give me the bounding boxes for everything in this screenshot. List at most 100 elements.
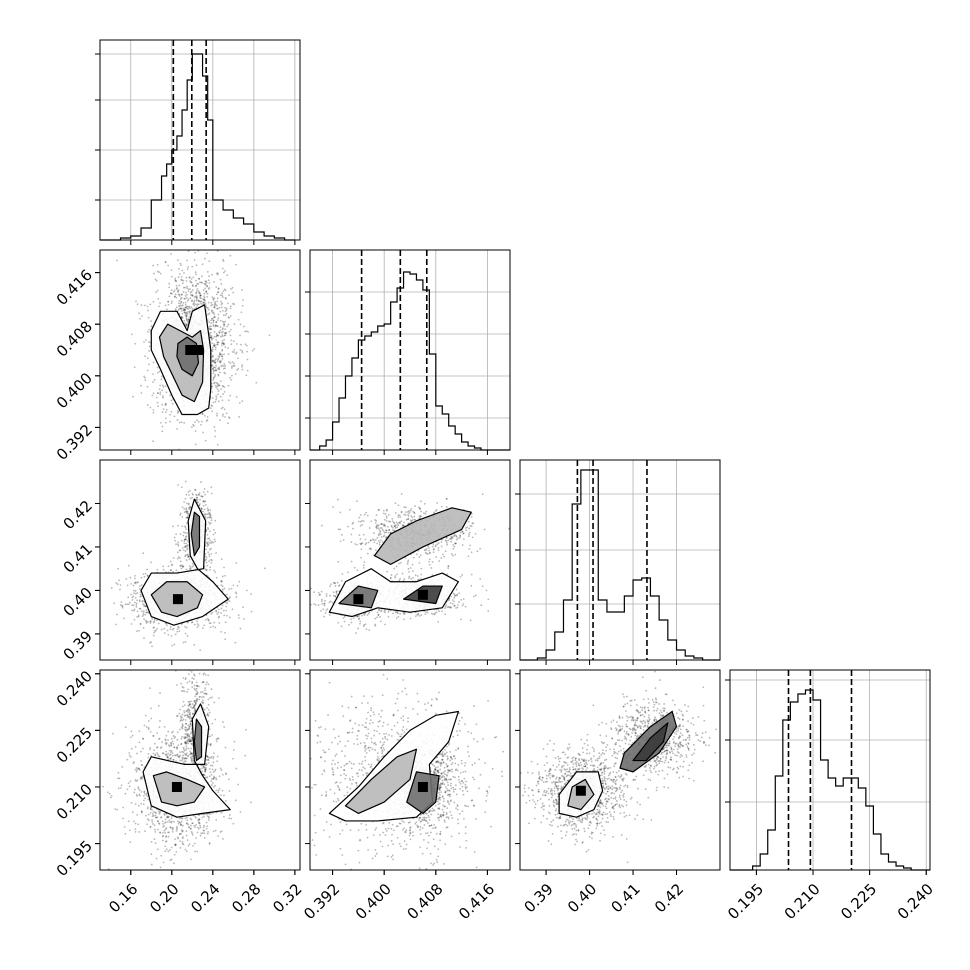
scatter-panel-0-2: 0.390.400.410.42 [60, 459, 301, 665]
sample-point [187, 555, 190, 557]
sample-point [193, 300, 195, 303]
sample-point [221, 341, 224, 344]
sample-point [169, 826, 172, 828]
sample-point [165, 754, 168, 757]
sample-point [204, 515, 207, 518]
sample-point [147, 611, 149, 614]
sample-point [227, 353, 230, 355]
sample-point [220, 300, 222, 303]
sample-point [183, 308, 186, 311]
sample-point [131, 604, 134, 606]
sample-point [189, 756, 192, 759]
sample-point [204, 303, 207, 305]
sample-point [178, 549, 181, 552]
sample-point [127, 596, 130, 599]
sample-point [213, 331, 216, 333]
sample-point [199, 294, 202, 297]
sample-point [178, 305, 180, 307]
sample-point [124, 792, 127, 795]
sample-point [195, 290, 198, 292]
sample-point [211, 611, 214, 614]
sample-point [149, 642, 151, 644]
sample-point [194, 702, 197, 705]
sample-point [188, 311, 191, 314]
sample-point [132, 604, 135, 607]
sample-point [137, 767, 139, 770]
sample-point [165, 848, 168, 851]
sample-point [229, 362, 232, 364]
sample-point [211, 360, 214, 363]
sample-point [185, 559, 188, 562]
sample-point [198, 668, 200, 670]
sample-point [134, 582, 136, 585]
sample-point [200, 300, 203, 302]
sample-point [184, 305, 187, 308]
sample-point [156, 366, 159, 369]
sample-point [209, 515, 212, 518]
sample-point [184, 538, 187, 541]
sample-point [181, 713, 184, 716]
sample-point [220, 306, 223, 309]
sample-point [221, 456, 223, 458]
sample-point [220, 407, 223, 410]
sample-point [241, 351, 244, 354]
sample-point [182, 565, 185, 568]
x-tick-label: 0.210 [781, 880, 824, 923]
sample-point [219, 794, 222, 797]
sample-point [166, 821, 169, 823]
sample-point [181, 316, 183, 319]
sample-point [166, 816, 169, 819]
sample-point [181, 759, 183, 762]
sample-point [203, 774, 206, 777]
sample-point [224, 638, 227, 641]
sample-point [180, 293, 183, 296]
sample-point [211, 782, 214, 784]
sample-point [221, 267, 224, 270]
sample-point [193, 705, 196, 707]
sample-point [188, 680, 191, 683]
sample-point [215, 335, 218, 338]
y-tick-label: 0.41 [60, 540, 96, 576]
sample-point [192, 493, 194, 496]
sample-point [203, 301, 205, 304]
sample-point [219, 419, 221, 422]
sample-point [208, 325, 211, 328]
sample-point [184, 525, 187, 528]
sample-point [182, 762, 185, 764]
sample-point [184, 311, 187, 314]
x-tick-label: 0.240 [894, 880, 937, 923]
sample-point [162, 501, 164, 503]
sample-point [174, 735, 176, 738]
sample-point [175, 306, 178, 309]
sample-point [136, 303, 139, 306]
sample-point [150, 717, 153, 720]
sample-point [179, 840, 181, 842]
sample-point [235, 352, 237, 355]
sample-point [240, 311, 243, 314]
sample-point [217, 317, 220, 319]
sample-point [189, 724, 192, 726]
sample-point [215, 321, 218, 323]
sample-point [205, 569, 208, 572]
sample-point [189, 291, 192, 294]
sample-point [142, 737, 144, 740]
sample-point [181, 830, 184, 833]
sample-point [219, 353, 221, 356]
sample-point [135, 603, 138, 606]
sample-point [213, 306, 216, 309]
sample-point [178, 421, 181, 424]
sample-point [164, 404, 167, 407]
sample-point [170, 737, 173, 740]
sample-point [136, 630, 138, 633]
sample-point [162, 395, 164, 398]
sample-point [176, 747, 178, 750]
sample-point [211, 722, 214, 725]
sample-point [162, 825, 164, 828]
sample-point [219, 294, 222, 296]
sample-point [213, 366, 216, 369]
sample-point [234, 641, 237, 644]
sample-point [230, 367, 233, 369]
sample-point [190, 731, 193, 733]
sample-point [211, 309, 214, 312]
sample-point [201, 413, 204, 415]
